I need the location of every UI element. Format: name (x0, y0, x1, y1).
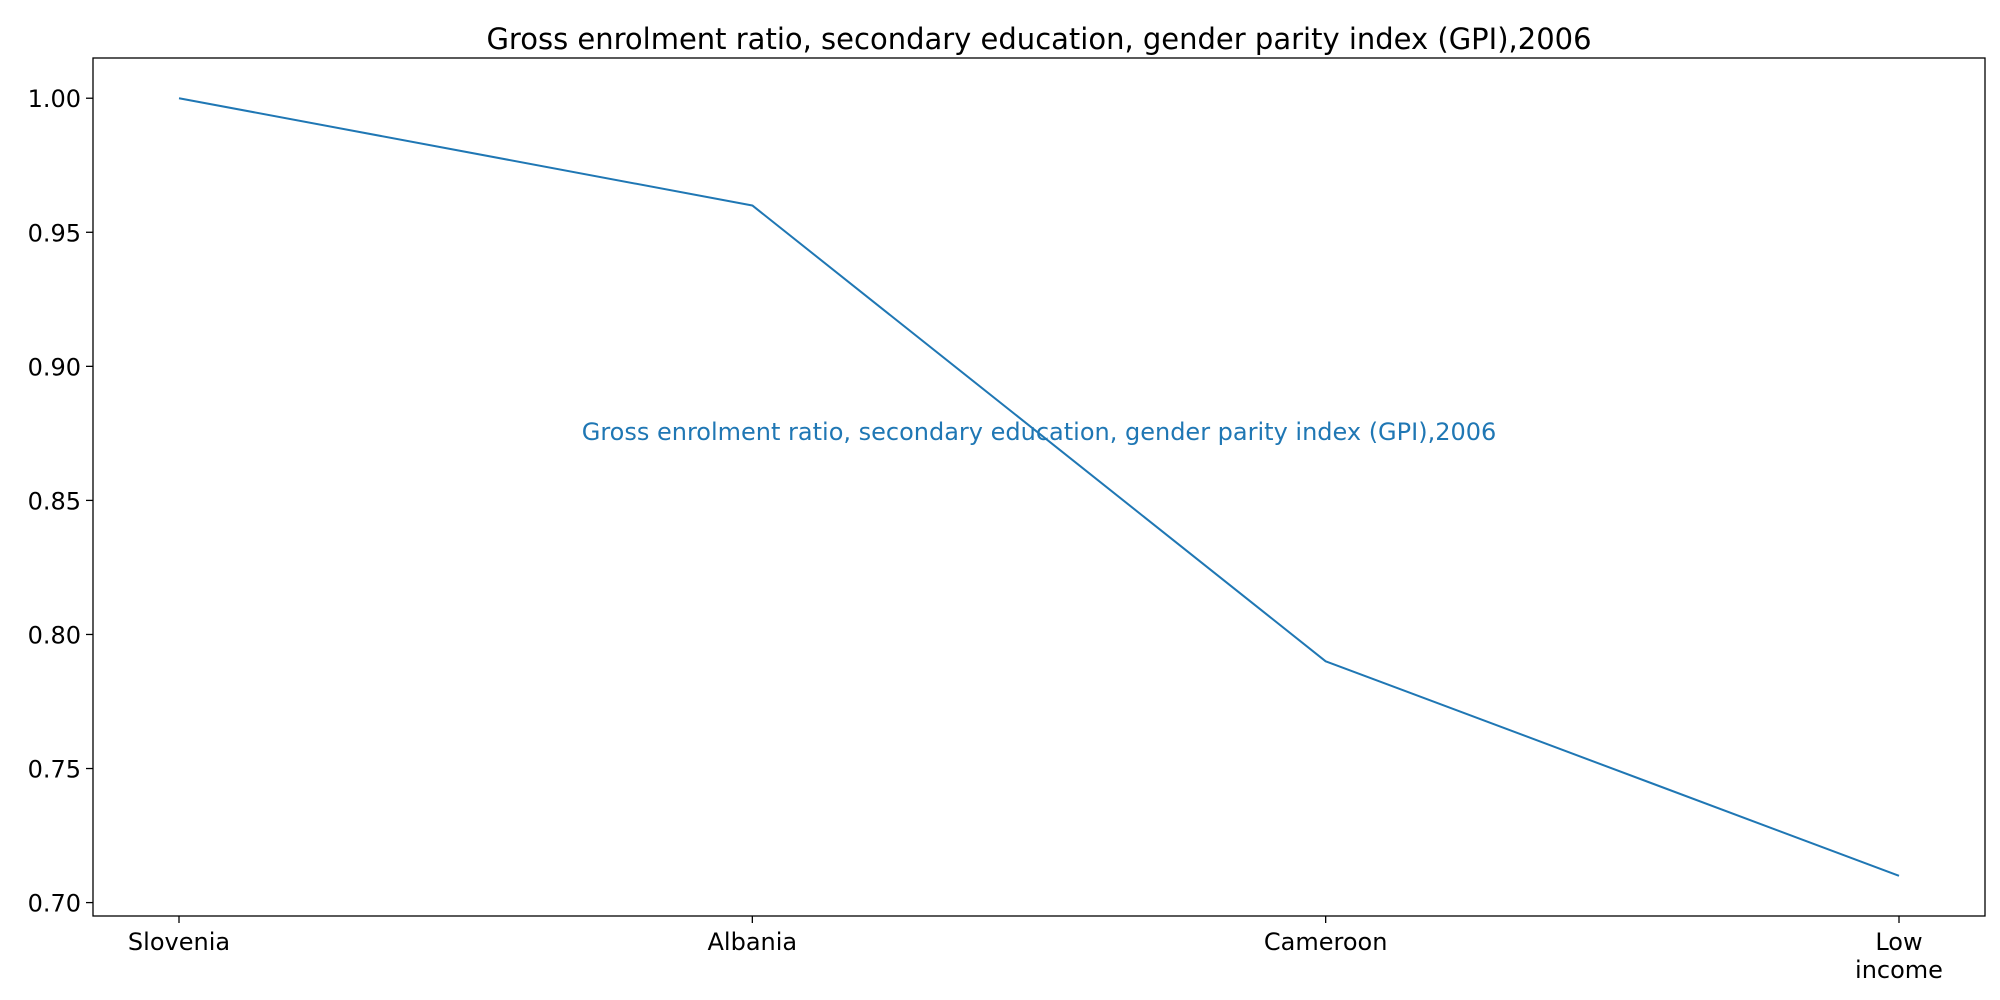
series-label: Gross enrolment ratio, secondary educati… (582, 418, 1497, 446)
chart-title: Gross enrolment ratio, secondary educati… (486, 22, 1591, 56)
y-tick-label: 0.70 (28, 890, 81, 918)
series-layer (178, 97, 1900, 877)
x-tick-label: Slovenia (128, 928, 230, 956)
y-axis: 0.70 0.75 0.80 0.85 0.90 0.95 1.00 (28, 85, 93, 918)
y-tick-label: 0.80 (28, 621, 81, 649)
y-tick-label: 0.85 (28, 487, 81, 515)
y-tick-label: 0.75 (28, 756, 81, 784)
y-tick-label: 0.95 (28, 219, 81, 247)
x-tick-label: Cameroon (1264, 928, 1388, 956)
x-tick-label: Low income (1855, 928, 1943, 984)
x-axis: Slovenia Albania Cameroon Low income (128, 916, 1943, 984)
x-tick-label: Albania (708, 928, 798, 956)
series-line (178, 97, 1900, 877)
plot-area-frame (92, 57, 1986, 917)
y-tick-label: 1.00 (28, 85, 81, 113)
y-tick-label: 0.90 (28, 353, 81, 381)
